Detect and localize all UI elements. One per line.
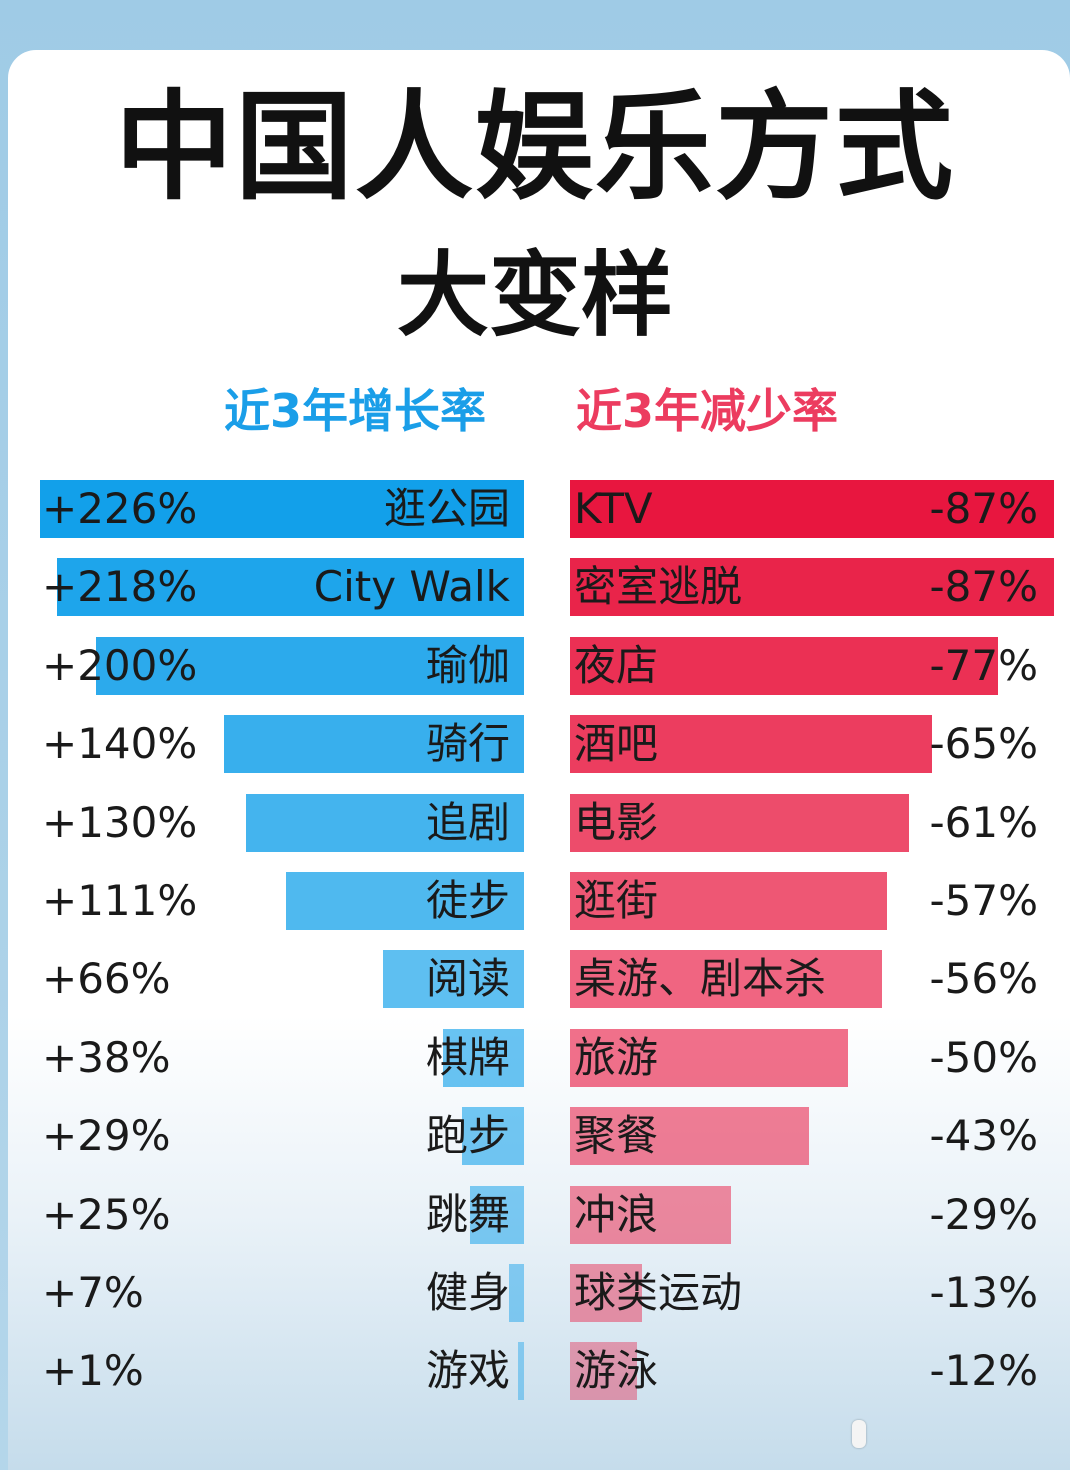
growth-bar [470, 1185, 524, 1244]
growth-value-label: +66% [42, 954, 171, 1004]
growth-bar [95, 636, 524, 695]
chart-subtitle: 大变样 [377, 247, 693, 345]
decline-category-label: 电影 [574, 797, 659, 847]
decline-bar [570, 1107, 810, 1166]
growth-category-label: 游戏 [425, 1346, 510, 1396]
growth-category-label: 阅读 [425, 954, 510, 1004]
growth-category-label: City Walk [313, 562, 510, 612]
growth-category-label: 骑行 [425, 719, 510, 769]
decline-category-label: 逛街 [574, 876, 659, 925]
growth-category-label: 跑步 [425, 1111, 510, 1161]
growth-bar [286, 872, 524, 930]
decline-category-label: 夜店 [574, 640, 659, 690]
growth-category-label: 逛公园 [383, 484, 510, 533]
growth-bar [382, 950, 524, 1009]
decline-bar [570, 558, 1054, 617]
growth-category-label: 瑜伽 [425, 640, 510, 690]
chart-subtitle-text: 大变样 [396, 242, 673, 349]
decline-value-label: -65% [929, 719, 1038, 769]
growth-value-label: +1% [42, 1346, 144, 1396]
decline-category-label: KTV [574, 484, 653, 533]
growth-value-label: +7% [42, 1268, 144, 1317]
decline-value-label: -61% [929, 797, 1038, 847]
growth-bar [518, 1342, 524, 1401]
growth-header: 近3年增长率 [224, 384, 487, 438]
decline-bar [570, 793, 910, 852]
growth-bar [57, 558, 524, 617]
scroll-handle[interactable] [852, 1420, 866, 1448]
decline-category-label: 游泳 [574, 1346, 659, 1396]
decline-category-label: 密室逃脱 [574, 562, 743, 612]
growth-bar [509, 1264, 524, 1322]
growth-bar [461, 1107, 524, 1166]
decline-bar [570, 715, 932, 774]
growth-category-label: 棋牌 [425, 1032, 510, 1082]
growth-bar [224, 715, 524, 774]
growth-value-label: +111% [42, 876, 198, 925]
decline-bar [570, 480, 1054, 538]
decline-category-label: 酒吧 [574, 719, 659, 769]
subtitle-wrap: 大变样 [0, 247, 1070, 345]
decline-value-label: -87% [929, 484, 1038, 533]
decline-value-label: -77% [929, 640, 1038, 690]
decline-bar [570, 636, 999, 695]
growth-value-label: +140% [42, 719, 198, 769]
decline-value-label: -13% [929, 1268, 1038, 1317]
decline-value-label: -12% [929, 1346, 1038, 1396]
growth-category-label: 跳舞 [425, 1189, 510, 1239]
decline-category-label: 旅游 [574, 1032, 659, 1082]
decline-category-label: 球类运动 [574, 1268, 743, 1317]
growth-value-label: +130% [42, 797, 198, 847]
decline-category-label: 桌游、剧本杀 [574, 954, 827, 1004]
growth-value-label: +226% [42, 484, 198, 533]
decline-header: 近3年减少率 [576, 384, 839, 438]
decline-bar [570, 1264, 643, 1322]
growth-category-label: 健身 [425, 1268, 510, 1317]
decline-value-label: -87% [929, 562, 1038, 612]
decline-category-label: 冲浪 [574, 1189, 659, 1239]
growth-category-label: 追剧 [425, 797, 510, 847]
decline-bar [570, 1185, 732, 1244]
decline-value-label: -43% [929, 1111, 1038, 1161]
growth-bar [245, 793, 524, 852]
growth-value-label: +38% [42, 1032, 171, 1082]
decline-category-label: 聚餐 [574, 1111, 659, 1161]
growth-category-label: 徒步 [425, 876, 510, 925]
growth-bar [40, 480, 524, 538]
decline-bar [570, 1342, 637, 1401]
decline-value-label: -56% [929, 954, 1038, 1004]
decline-value-label: -29% [929, 1189, 1038, 1239]
decline-value-label: -50% [929, 1032, 1038, 1082]
growth-value-label: +29% [42, 1111, 171, 1161]
decline-bar [570, 950, 882, 1009]
chart-title: 中国人娱乐方式 [114, 78, 955, 216]
decline-value-label: -57% [929, 876, 1038, 925]
decline-bar [570, 1028, 849, 1087]
growth-value-label: +218% [42, 562, 198, 612]
growth-value-label: +200% [42, 640, 198, 690]
growth-value-label: +25% [42, 1189, 171, 1239]
decline-bar [570, 872, 888, 930]
growth-bar [442, 1028, 524, 1087]
